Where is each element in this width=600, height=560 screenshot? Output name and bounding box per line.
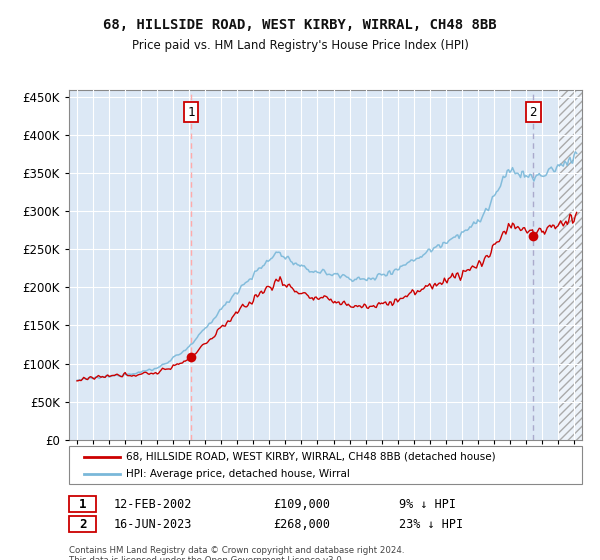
- Text: HPI: Average price, detached house, Wirral: HPI: Average price, detached house, Wirr…: [126, 469, 350, 479]
- Text: £109,000: £109,000: [273, 497, 330, 511]
- Text: 12-FEB-2002: 12-FEB-2002: [114, 497, 193, 511]
- Text: 1: 1: [187, 106, 195, 119]
- Text: 68, HILLSIDE ROAD, WEST KIRBY, WIRRAL, CH48 8BB: 68, HILLSIDE ROAD, WEST KIRBY, WIRRAL, C…: [103, 18, 497, 32]
- Text: 16-JUN-2023: 16-JUN-2023: [114, 517, 193, 531]
- Text: 2: 2: [530, 106, 537, 119]
- Text: £268,000: £268,000: [273, 517, 330, 531]
- Text: 23% ↓ HPI: 23% ↓ HPI: [399, 517, 463, 531]
- Text: 68, HILLSIDE ROAD, WEST KIRBY, WIRRAL, CH48 8BB (detached house): 68, HILLSIDE ROAD, WEST KIRBY, WIRRAL, C…: [126, 452, 496, 462]
- Text: 1: 1: [79, 497, 86, 511]
- Text: Contains HM Land Registry data © Crown copyright and database right 2024.
This d: Contains HM Land Registry data © Crown c…: [69, 546, 404, 560]
- Text: Price paid vs. HM Land Registry's House Price Index (HPI): Price paid vs. HM Land Registry's House …: [131, 39, 469, 53]
- Text: 2: 2: [79, 517, 86, 531]
- Text: 9% ↓ HPI: 9% ↓ HPI: [399, 497, 456, 511]
